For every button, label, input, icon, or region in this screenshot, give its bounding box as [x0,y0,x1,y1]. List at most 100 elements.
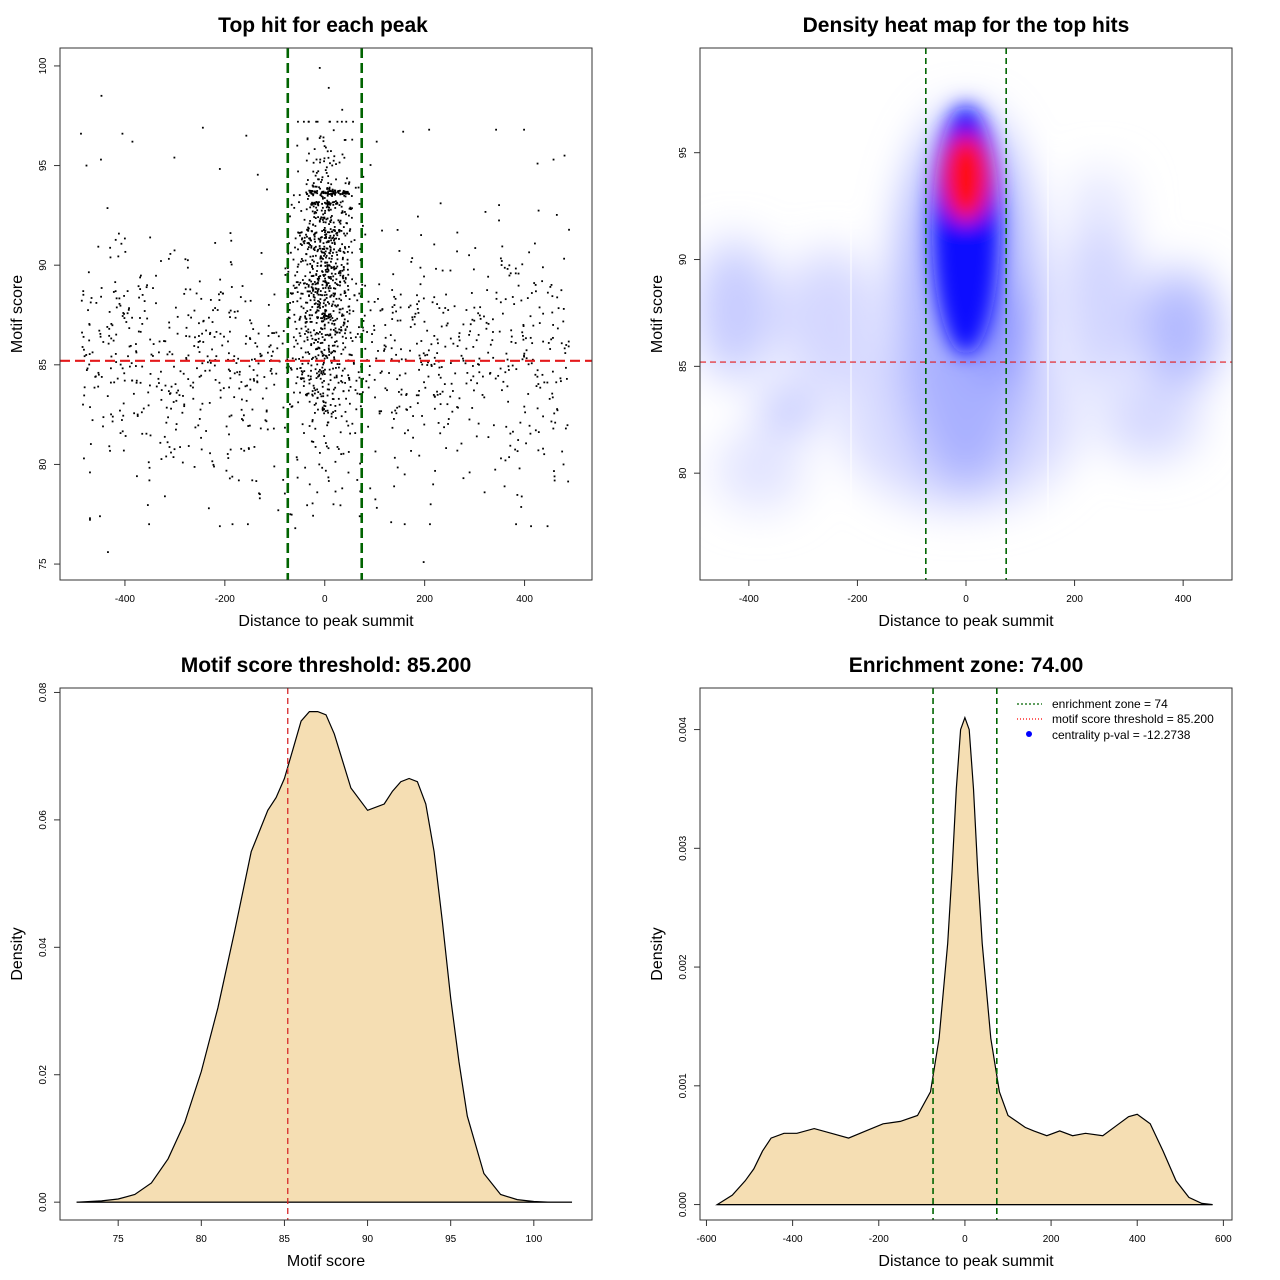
scatter-point [266,188,268,191]
scatter-point [316,250,319,253]
scatter-point [439,403,442,406]
scatter-point [175,391,178,394]
scatter-point [198,335,200,337]
scatter-point [354,186,357,189]
scatter-point [311,394,314,397]
scatter-point [343,280,346,282]
scatter-point [324,469,327,472]
scatter-point [520,299,523,302]
scatter-point [117,232,120,235]
scatter-point [379,372,382,374]
scatter-point [141,323,144,325]
scatter-point [163,435,166,438]
scatter-point [413,315,416,318]
scatter-point [333,241,336,244]
scatter-point [336,265,339,268]
scatter-point [334,200,337,203]
scatter-point [417,394,420,397]
scatter-point [319,240,322,243]
scatter-point [189,384,192,387]
scatter-point [315,185,318,188]
scatter-point [521,358,524,361]
scatter-point [249,337,251,339]
scatter-point [409,349,411,352]
scatter-point [314,185,317,188]
scatter-point [295,382,298,385]
scatter-point [292,292,294,295]
scatter-point [314,211,316,213]
scatter-point [319,194,322,196]
scatter-point [90,297,93,299]
scatter-point [260,272,263,275]
enrichment-density-y-tick-label: 0.002 [678,954,689,979]
scatter-point [315,206,318,209]
scatter-point [146,317,149,320]
scatter-point [328,354,331,356]
scatter-point [329,203,332,206]
scatter-point [542,312,545,315]
scatter-point [110,337,113,340]
scatter-point [313,148,316,150]
scatter-point [321,373,324,376]
scatter-point [473,319,476,322]
scatter-point [184,288,187,291]
scatter-point [334,460,337,463]
scatter-point [219,396,222,399]
scatter-point [332,266,335,269]
scatter-point [338,328,341,331]
scatter-point [319,377,322,380]
scatter-point [189,288,192,291]
scatter-point [314,245,317,248]
scatter-point [304,321,307,324]
scatter-point [296,265,299,268]
enrichment-density-y-tick-label: 0.000 [678,1192,689,1217]
scatter-point [206,355,209,358]
scatter-point [309,189,312,192]
scatter-point [304,316,307,319]
scatter-x-axis-label: Distance to peak summit [238,613,414,630]
scatter-point [327,282,330,284]
scatter-point [312,384,315,387]
scatter-plot-frame [59,47,593,581]
scatter-point [313,212,316,215]
scatter-point [222,292,224,295]
scatter-point [344,281,347,284]
scatter-point [334,191,337,194]
scatter-point [321,176,324,179]
scatter-point [328,223,330,225]
scatter-point [235,362,238,364]
scatter-point [423,423,426,426]
scatter-point [314,368,317,371]
scatter-point [329,248,332,251]
scatter-point [314,225,317,227]
scatter-point [181,461,184,464]
scatter-point [302,377,305,380]
scatter-point [311,358,313,361]
scatter-point [489,343,492,346]
scatter-point [567,480,570,483]
scatter-point [349,206,352,209]
scatter-point [97,385,100,388]
scatter-x-tick-label: -400 [115,594,135,605]
scatter-point [324,269,327,271]
scatter-point [342,314,345,317]
scatter-point [539,386,542,389]
scatter-point [301,356,304,359]
scatter-point [244,342,247,345]
scatter-point [313,216,316,218]
scatter-point [298,332,301,335]
scatter-point [340,415,343,418]
scatter-point [289,302,292,304]
scatter-point [306,336,309,339]
scatter-point [339,201,342,204]
scatter-point [135,351,138,354]
scatter-point [226,453,229,455]
scatter-point [307,290,310,293]
scatter-point [300,210,303,212]
heatmap-blob [700,240,775,380]
scatter-point [334,304,337,307]
scatter-point [296,342,299,345]
scatter-point [375,506,378,509]
scatter-point [227,368,230,371]
scatter-point [317,408,319,411]
